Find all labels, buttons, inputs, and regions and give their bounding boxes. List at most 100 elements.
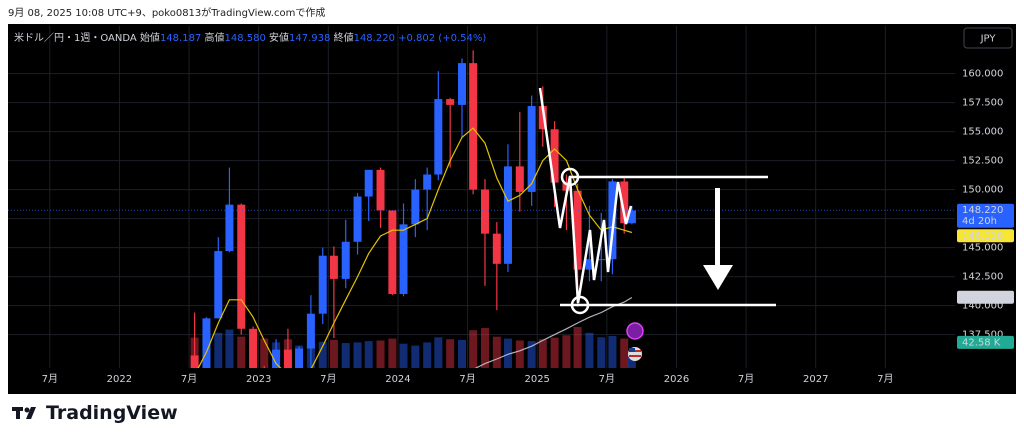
volume-bar xyxy=(620,338,629,368)
volume-bar xyxy=(225,329,234,368)
candle-body xyxy=(306,313,315,349)
volume-bar xyxy=(329,339,338,368)
price-label: 146.018 xyxy=(962,231,1003,242)
candle-body xyxy=(480,189,489,234)
volume-bar xyxy=(376,340,385,368)
candle-body xyxy=(527,106,536,192)
logo: TradingView xyxy=(12,402,178,424)
candle-body xyxy=(225,204,234,252)
x-tick-label: 2026 xyxy=(664,374,689,385)
currency-label: JPY xyxy=(980,34,997,45)
candle-body xyxy=(295,348,304,368)
volume-bar xyxy=(458,339,467,368)
candle-body xyxy=(492,233,501,264)
currency-button[interactable] xyxy=(963,27,1013,49)
candle-body xyxy=(376,169,385,211)
x-tick-label: 7月 xyxy=(181,373,197,385)
event-icon xyxy=(626,322,644,340)
candle-body xyxy=(411,189,420,225)
x-tick-label: 7月 xyxy=(738,373,754,385)
candle-body xyxy=(620,181,629,224)
volume-bar xyxy=(562,335,571,368)
candle-body xyxy=(458,63,467,105)
ohlc-value: 148.220 xyxy=(354,33,395,44)
chart-background xyxy=(8,24,1016,394)
change: +0.802 (+0.54%) xyxy=(398,33,486,44)
axis-layer: 137.500140.000142.500145.000147.500150.0… xyxy=(42,69,1014,385)
circle-marker xyxy=(560,167,580,187)
candle-body xyxy=(237,204,246,329)
volume-bar xyxy=(434,337,443,368)
volume-bar xyxy=(627,354,636,368)
candle-body xyxy=(434,99,443,175)
volume-bar xyxy=(608,336,617,368)
symbol-title: 米ドル／円・1週・OANDA 始値148.187 高値148.580 安値147… xyxy=(14,31,486,44)
x-tick-label: 2022 xyxy=(107,374,132,385)
price-label-box xyxy=(957,229,1014,243)
volume-bar xyxy=(399,343,408,368)
arrow-head xyxy=(703,265,733,290)
volume-bar xyxy=(515,340,524,368)
candle-body xyxy=(399,224,408,294)
x-tick-label: 7月 xyxy=(459,373,475,385)
volume-label-box xyxy=(957,335,1014,349)
price-label: 148.220 xyxy=(962,205,1003,216)
volume-bar xyxy=(353,342,362,368)
moving-average-line xyxy=(474,296,633,368)
volume-bar xyxy=(573,327,582,368)
ohlc-label: 始値 xyxy=(140,31,160,44)
candle-body xyxy=(272,349,281,368)
caption: 9月 08, 2025 10:08 UTC+9、poko0813がTrading… xyxy=(8,8,326,19)
ohlc-value: 147.938 xyxy=(289,33,330,44)
candle-body xyxy=(585,259,594,270)
x-tick-label: 7月 xyxy=(42,373,58,385)
x-tick-label: 2023 xyxy=(246,374,271,385)
volume-label: 42.58 K xyxy=(962,337,1001,348)
candle-body xyxy=(423,174,432,190)
x-tick-label: 7月 xyxy=(877,373,893,385)
flag-stripe xyxy=(629,355,641,357)
volume-bar xyxy=(538,339,547,368)
volume-bar xyxy=(503,338,512,368)
price-label-sub: 4d 20h xyxy=(962,216,997,227)
candle-body xyxy=(190,355,199,368)
volume-bar xyxy=(585,332,594,368)
volume-bar xyxy=(388,338,397,368)
volume-bar xyxy=(469,330,478,368)
candle-body xyxy=(388,210,397,294)
volume-bar xyxy=(550,337,559,368)
candle-body xyxy=(341,241,350,279)
volume-bar xyxy=(318,341,327,368)
ohlc-label: 安値 xyxy=(269,31,289,44)
x-tick-label: 2027 xyxy=(803,374,828,385)
candle-body xyxy=(550,129,559,183)
volume-bar xyxy=(411,345,420,368)
candle-body xyxy=(283,349,292,368)
volume-bar xyxy=(446,339,455,368)
candle-body xyxy=(573,190,582,270)
candle-body xyxy=(538,106,547,130)
y-tick-label: 142.500 xyxy=(962,272,1003,283)
price-label: 140.714 xyxy=(962,292,1003,303)
volume-bar xyxy=(597,337,606,368)
candle-body xyxy=(503,166,512,264)
flag-canton xyxy=(629,348,635,352)
candle-body xyxy=(608,181,617,260)
y-tick-label: 157.500 xyxy=(962,98,1003,109)
volume-bar xyxy=(260,338,269,368)
y-tick-label: 137.500 xyxy=(962,330,1003,341)
volume-bar xyxy=(364,341,373,368)
volume-bar xyxy=(527,341,536,368)
candle-body xyxy=(515,166,524,192)
y-tick-label: 160.000 xyxy=(962,69,1003,80)
candle-body xyxy=(446,99,455,105)
circle-marker xyxy=(570,295,590,315)
volume-bar xyxy=(341,343,350,368)
logo-text: TradingView xyxy=(46,402,178,424)
y-tick-label: 152.500 xyxy=(962,156,1003,167)
candle-body xyxy=(364,169,373,197)
candle-body xyxy=(318,255,327,314)
logo-icon xyxy=(12,407,36,419)
x-tick-label: 7月 xyxy=(599,373,615,385)
